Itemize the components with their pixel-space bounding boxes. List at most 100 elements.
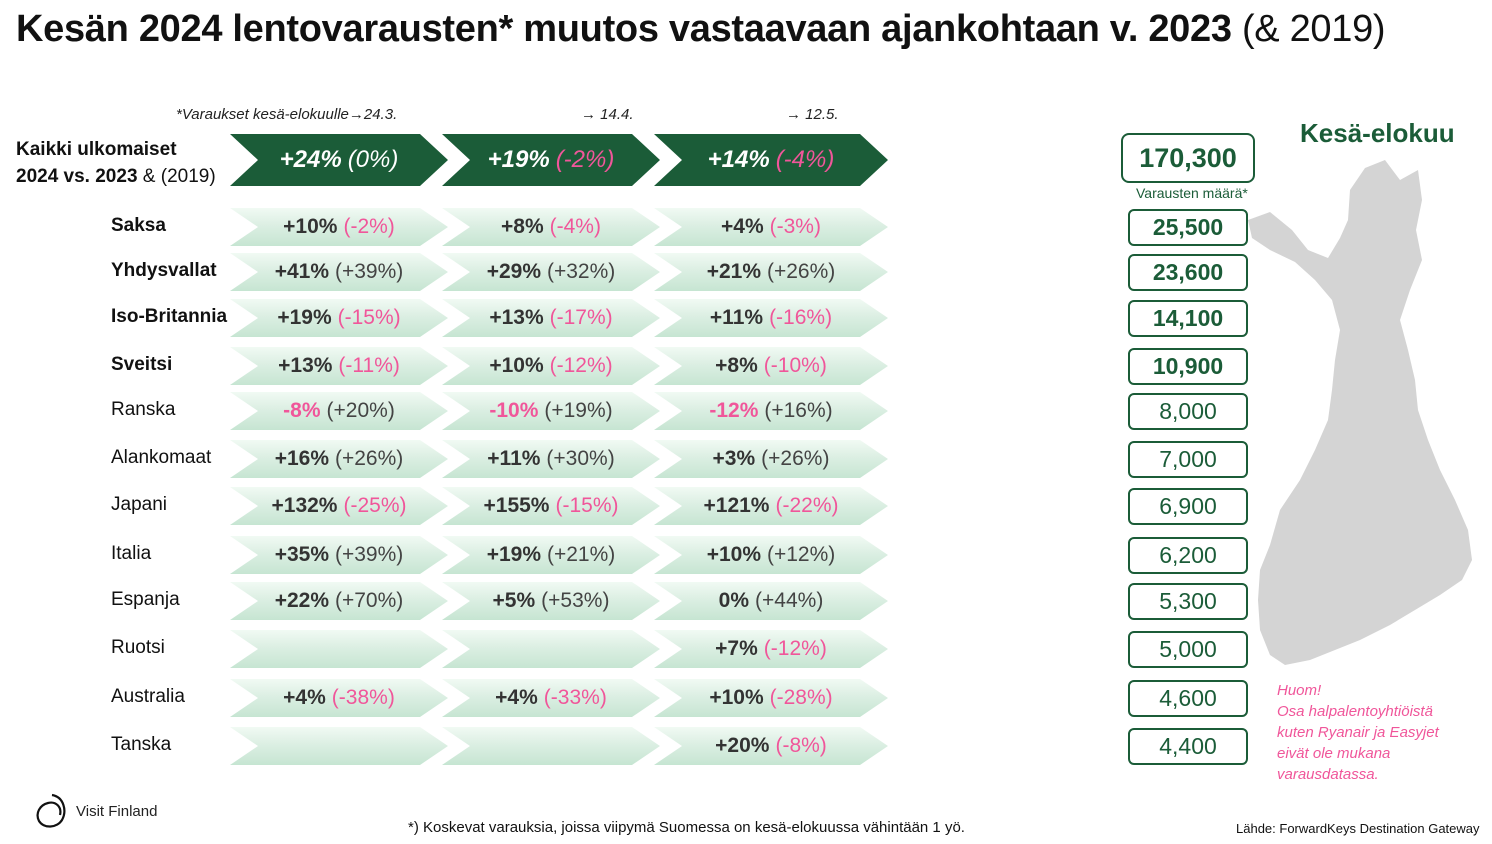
change-2023: +5% <box>492 589 536 612</box>
change-cell <box>230 727 448 765</box>
change-cell: +19% (-2%) <box>442 134 660 186</box>
label-line2-rest: & (2019) <box>142 166 216 187</box>
change-cell: +4% (-38%) <box>230 679 448 717</box>
total-bookings-label: Varausten määrä* <box>1136 185 1248 201</box>
change-cell: 0% (+44%) <box>654 582 888 620</box>
change-2023: -12% <box>709 399 759 422</box>
change-2019: (-33%) <box>543 686 607 709</box>
change-2023: +16% <box>274 447 329 470</box>
change-cell: +11% (+30%) <box>442 440 660 478</box>
change-cell: +8% (-4%) <box>442 208 660 246</box>
change-cell: +132% (-25%) <box>230 487 448 525</box>
map-title: Kesä-elokuu <box>1300 118 1455 148</box>
change-cell: +8% (-10%) <box>654 347 888 385</box>
footnote: *) Koskevat varauksia, joissa viipymä Su… <box>408 819 965 836</box>
change-cell: +22% (+70%) <box>230 582 448 620</box>
change-2023: +22% <box>274 589 329 612</box>
date-note-3: → 12.5. <box>786 106 839 123</box>
visit-finland-logo-icon <box>36 793 66 828</box>
change-cell: +20% (-8%) <box>654 727 888 765</box>
bookings-count-box: 25,500 <box>1128 209 1248 246</box>
change-2019: (-12%) <box>763 637 827 660</box>
note-line: eivät ole mukana <box>1277 745 1391 762</box>
change-2019: (-2%) <box>555 146 615 173</box>
change-cell: +4% (-3%) <box>654 208 888 246</box>
change-2019: (+20%) <box>326 399 395 422</box>
date-note-1: *Varaukset kesä-elokuulle→24.3. <box>176 106 397 123</box>
title-tail: (& 2019) <box>1241 8 1386 50</box>
change-2019: (+26%) <box>761 447 830 470</box>
change-2019: (+12%) <box>767 543 836 566</box>
label-line1: Kaikki ulkomaiset <box>16 139 177 160</box>
change-cell: +10% (+12%) <box>654 536 888 574</box>
change-2019: (0%) <box>347 146 399 173</box>
bookings-count-box: 10,900 <box>1128 348 1248 385</box>
bookings-count-box: 8,000 <box>1128 393 1248 430</box>
country-label: Japani <box>111 494 167 515</box>
all-foreign-label: Kaikki ulkomaiset 2024 vs. 2023 & (2019) <box>16 136 216 190</box>
change-2019: (-10%) <box>763 354 827 377</box>
change-cell: +13% (-11%) <box>230 347 448 385</box>
change-2023: +11% <box>487 447 541 470</box>
title-main: Kesän 2024 lentovarausten* muutos vastaa… <box>16 8 1232 50</box>
note-line: Osa halpalentoyhtiöistä <box>1277 703 1433 720</box>
change-2023: +10% <box>709 686 764 709</box>
country-label: Australia <box>111 686 185 707</box>
change-2019: (-11%) <box>338 354 400 377</box>
change-cell: +16% (+26%) <box>230 440 448 478</box>
change-2023: +19% <box>486 543 541 566</box>
note-line: kuten Ryanair ja Easyjet <box>1277 724 1439 741</box>
country-label: Tanska <box>111 734 172 755</box>
bookings-count-box: 4,400 <box>1128 728 1248 765</box>
bookings-count-box: 6,200 <box>1128 537 1248 574</box>
change-2023: +29% <box>486 260 541 283</box>
change-2019: (-22%) <box>775 494 839 517</box>
change-2023: -8% <box>283 399 321 422</box>
note-line: Huom! <box>1277 682 1322 699</box>
change-2023: +14% <box>707 146 770 173</box>
change-cell: +11% (-16%) <box>654 299 888 337</box>
change-2019: (-15%) <box>555 494 619 517</box>
change-2023: +19% <box>487 146 550 173</box>
change-cell: +10% (-28%) <box>654 679 888 717</box>
change-2019: (+19%) <box>544 399 613 422</box>
change-2023: +4% <box>283 686 326 709</box>
logo-text: Visit Finland <box>76 802 158 820</box>
low-cost-airlines-note: Huom! Osa halpalentoyhtiöistä kuten Ryan… <box>1277 680 1439 785</box>
country-label: Italia <box>111 543 152 564</box>
change-2023: -10% <box>489 399 539 422</box>
change-2019: (+53%) <box>541 589 610 612</box>
date-label: 24.3. <box>363 106 398 123</box>
change-2023: +8% <box>715 354 758 377</box>
bookings-count-box: 14,100 <box>1128 300 1248 337</box>
bookings-count-box: 6,900 <box>1128 488 1248 525</box>
change-2019: (-16%) <box>769 306 833 329</box>
change-2019: (-2%) <box>343 215 395 238</box>
change-cell: -8% (+20%) <box>230 392 448 430</box>
change-2019: (-15%) <box>337 306 401 329</box>
change-2019: (+39%) <box>335 260 404 283</box>
visit-finland-logo: Visit Finland <box>36 793 157 829</box>
country-label: Yhdysvallat <box>111 260 217 281</box>
change-2019: (+21%) <box>547 543 616 566</box>
change-2019: (-28%) <box>769 686 833 709</box>
right-arrow-icon: → <box>348 106 364 123</box>
change-cell: -10% (+19%) <box>442 392 660 430</box>
change-2023: +13% <box>489 306 544 329</box>
source-note: Lähde: ForwardKeys Destination Gateway <box>1236 821 1480 836</box>
change-cell: +155% (-15%) <box>442 487 660 525</box>
change-cell: +24% (0%) <box>230 134 448 186</box>
change-cell: +14% (-4%) <box>654 134 888 186</box>
change-cell: +19% (-15%) <box>230 299 448 337</box>
change-2023: +8% <box>501 215 544 238</box>
label-line2-bold: 2024 vs. 2023 <box>16 166 138 187</box>
change-cell: +13% (-17%) <box>442 299 660 337</box>
change-cell <box>442 630 660 668</box>
finland-map-icon <box>1248 160 1472 665</box>
note-line: varausdatassa. <box>1277 766 1379 783</box>
change-cell: +35% (+39%) <box>230 536 448 574</box>
change-2023: +4% <box>721 215 764 238</box>
change-2023: +21% <box>706 260 761 283</box>
country-label: Ranska <box>111 399 176 420</box>
bookings-count-box: 7,000 <box>1128 441 1248 478</box>
